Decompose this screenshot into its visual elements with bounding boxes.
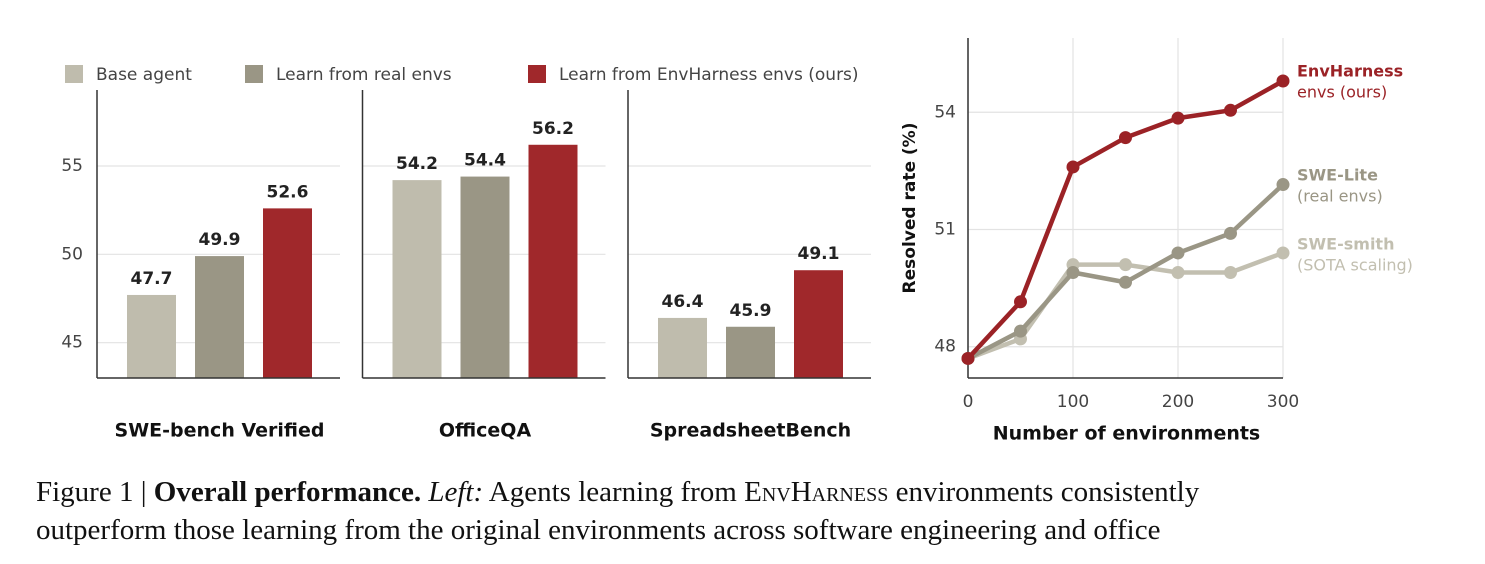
bar [392,180,442,378]
caption-smallcaps: EnvHarness [744,476,889,508]
y-tick-label: 50 [61,244,83,264]
point [1224,265,1237,279]
point [1119,275,1132,289]
point [1171,265,1185,279]
point [1276,178,1290,192]
series-sublabel: envs (ours) [1297,83,1387,102]
value-label: 49.9 [199,230,241,250]
bar [658,317,707,378]
point [1224,226,1237,240]
y-axis-title: Resolved rate (%) [900,123,920,294]
line [966,79,1285,360]
value-label: 54.2 [396,154,438,174]
x-tick-label: 100 [1057,392,1089,412]
caption-italic: Left: [428,476,484,508]
series-sublabel: (real envs) [1297,187,1383,206]
legend-swatch [65,65,83,83]
point [1224,103,1237,117]
legend-swatch [245,65,263,83]
value-label: 54.4 [464,151,506,171]
figure: 45 50 55 47.7 49.9 52.6 SWE-bench Verified Base… [61,38,1413,445]
legend-label: Base agent [96,65,192,85]
series-sublabel: (SOTA scaling) [1297,256,1413,275]
point [1066,160,1080,174]
value-label: 56.2 [532,119,574,139]
category-label: SWE-bench Verified [115,420,325,442]
y-tick-label: 48 [934,337,956,357]
y-tick-label: 45 [61,333,83,353]
x-tick-label: 300 [1267,392,1299,412]
point [1276,74,1290,88]
caption-text: environments consistently [888,476,1200,508]
x-axis-title: Number of environments [993,423,1261,445]
category-label: SpreadsheetBench [650,420,851,442]
bar [460,176,510,378]
caption-line: Figure 1 | Overall performance. Left: Ag… [36,476,1199,509]
legend-label: Learn from EnvHarness envs (ours) [559,65,859,85]
bar [528,144,578,378]
value-label: 47.7 [131,269,173,289]
value-label: 45.9 [730,301,772,321]
bar [127,294,176,378]
legend-label: Learn from real envs [276,65,452,85]
bar [195,256,244,378]
caption-label: Figure 1 | [36,476,154,508]
category-label: OfficeQA [439,420,532,442]
x-tick-label: 200 [1162,392,1194,412]
y-tick-label: 54 [934,102,956,122]
value-label: 49.1 [798,244,840,264]
caption-text: Agents learning from [483,476,745,508]
caption-line: outperform those learning from the origi… [36,514,1161,546]
legend-swatch [528,65,546,83]
point [961,351,975,365]
point [1119,258,1132,272]
point [1119,131,1132,145]
bar [794,270,843,378]
series-label: EnvHarness [1297,62,1403,81]
series-label: SWE-Lite [1297,166,1378,185]
value-label: 52.6 [267,182,309,202]
point [1171,111,1185,125]
bar [726,326,775,378]
y-tick-label: 55 [61,156,83,176]
point [1171,246,1185,260]
bar [263,208,312,378]
value-label: 46.4 [662,292,704,312]
point [1014,324,1027,338]
caption-bold: Overall performance. [153,476,422,508]
y-tick-label: 51 [934,219,956,239]
point [1276,246,1290,260]
point [1066,265,1080,279]
point [1014,295,1027,309]
x-tick-label: 0 [963,392,974,412]
series-label: SWE-smith [1297,235,1394,254]
